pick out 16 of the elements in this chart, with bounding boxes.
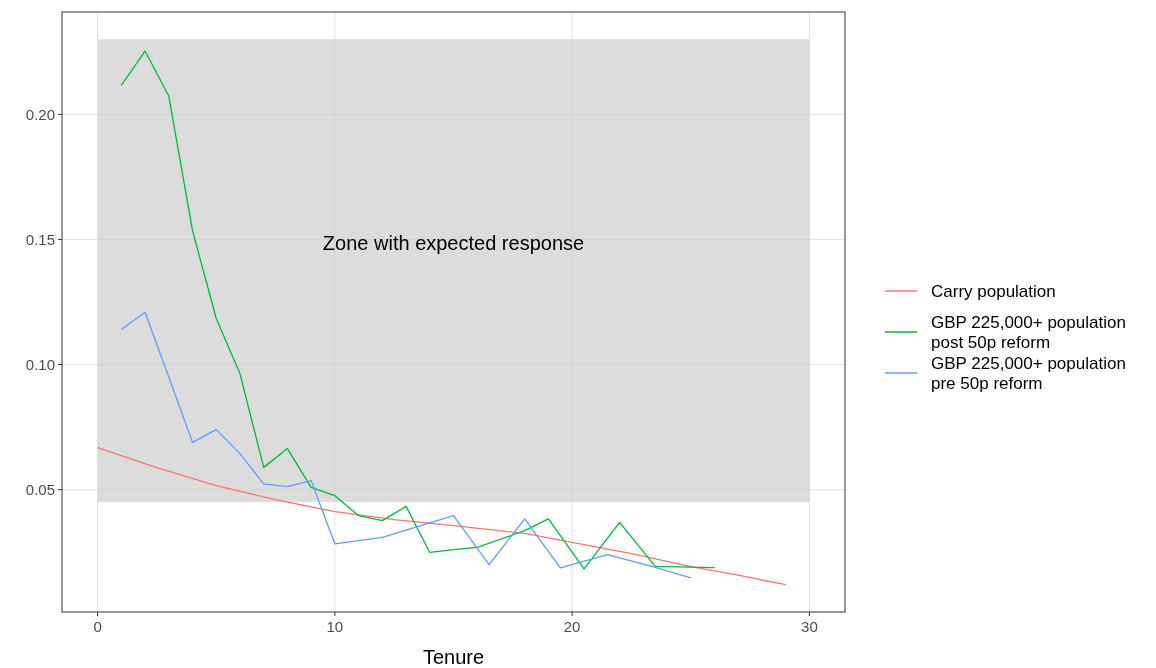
x-tick-label: 20 bbox=[563, 618, 581, 635]
legend-label: GBP 225,000+ population pre 50p reform bbox=[931, 354, 1126, 393]
y-tick-label: 0.20 bbox=[25, 105, 55, 123]
line-series bbox=[96, 446, 787, 586]
y-tick-label: 0.15 bbox=[25, 230, 55, 248]
y-tick-label: 0.10 bbox=[25, 355, 55, 373]
line-series bbox=[120, 311, 692, 579]
x-tick-label: 10 bbox=[326, 618, 344, 635]
legend-label: GBP 225,000+ population post 50p reform bbox=[931, 313, 1126, 352]
y-tick-label: 0.05 bbox=[25, 480, 55, 498]
legend-label: Carry population bbox=[931, 282, 1056, 301]
band-label: Zone with expected response bbox=[322, 231, 585, 254]
x-tick-label: 0 bbox=[93, 618, 102, 635]
x-axis-title: Tenure bbox=[422, 646, 485, 668]
line-series bbox=[120, 50, 716, 570]
x-tick-label: 30 bbox=[801, 618, 818, 635]
